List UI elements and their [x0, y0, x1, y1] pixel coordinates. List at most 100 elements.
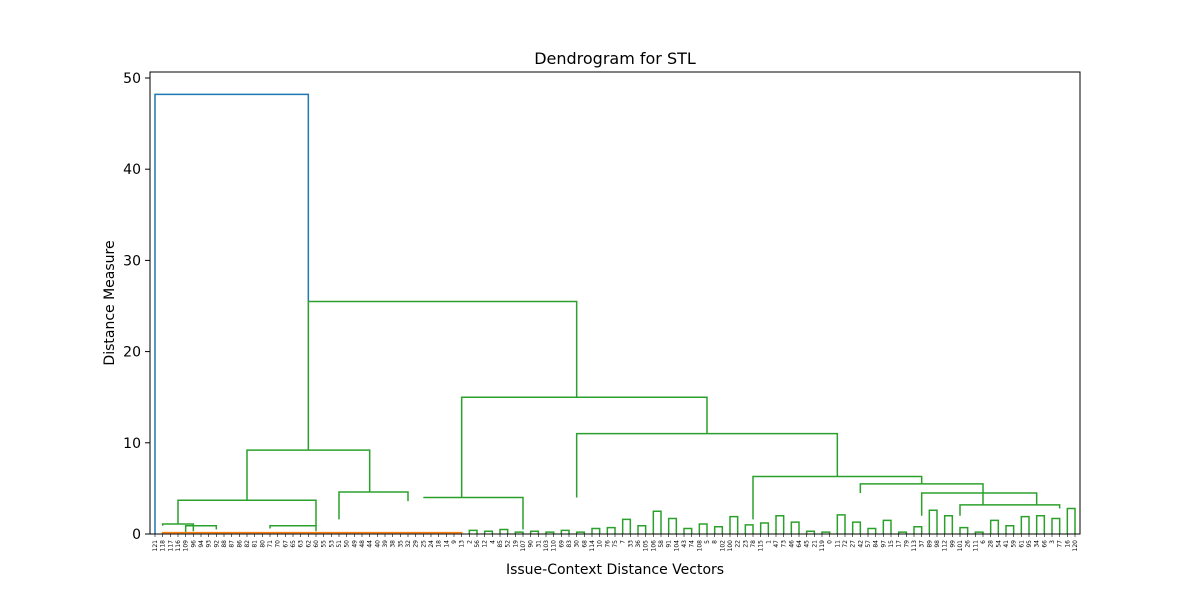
leaf-label: 5 [704, 540, 711, 544]
leaf-label: 46 [788, 540, 795, 548]
dendrogram-link [637, 525, 647, 534]
dendrogram-link [867, 527, 877, 534]
leaf-label: 43 [681, 540, 688, 548]
leaf-label: 91 [666, 540, 673, 548]
dendrogram-link [943, 515, 954, 534]
leaf-label: 106 [650, 540, 657, 552]
dendrogram-link [1035, 515, 1046, 534]
leaf-label: 103 [543, 540, 550, 552]
leaf-label: 56 [474, 540, 481, 548]
leaf-label: 74 [689, 540, 696, 548]
leaf-label: 79 [903, 540, 910, 548]
leaf-label: 49 [351, 540, 358, 548]
leaf-label: 64 [796, 540, 803, 548]
dendrogram-link [514, 531, 524, 534]
dendrogram-link [338, 491, 409, 520]
leaf-label: 116 [175, 540, 182, 552]
leaf-label: 121 [152, 540, 159, 552]
leaf-label: 22 [735, 540, 742, 548]
leaf-label: 7 [620, 540, 627, 544]
dendrogram-link [529, 530, 540, 534]
dendrogram-link [752, 475, 923, 520]
leaf-label: 13 [459, 540, 466, 548]
leaf-label: 30 [574, 540, 581, 548]
leaf-label: 60 [313, 540, 320, 548]
leaf-label: 90 [528, 540, 535, 548]
y-tick-label: 30 [123, 253, 141, 269]
dendrogram-link [974, 531, 984, 534]
leaf-label: 95 [1026, 540, 1033, 548]
leaf-label: 51 [336, 540, 343, 548]
dendrogram-link [575, 531, 586, 534]
leaf-label: 59 [1011, 540, 1018, 548]
leaf-label: 14 [443, 540, 450, 548]
dendrogram-link [177, 499, 317, 526]
leaf-label: 63 [298, 540, 305, 548]
dendrogram-link [713, 525, 724, 534]
dendrogram-link [698, 523, 708, 534]
leaf-label: 24 [428, 540, 435, 548]
leaf-label: 41 [1003, 540, 1010, 548]
dendrogram-link [575, 432, 839, 498]
leaf-label: 92 [213, 540, 220, 548]
leaf-label: 110 [551, 540, 558, 552]
leaf-label: 113 [911, 540, 918, 552]
dendrogram-link [959, 504, 1061, 516]
leaf-label: 37 [919, 540, 926, 548]
leaf-label: 97 [880, 540, 887, 548]
x-axis-label: Issue-Context Distance Vectors [506, 562, 724, 578]
dendrogram-link [307, 300, 578, 451]
leaf-label: 62 [305, 540, 312, 548]
y-tick-label: 20 [123, 345, 141, 361]
leaf-label: 26 [965, 540, 972, 548]
leaf-label: 107 [520, 540, 527, 552]
leaf-label: 54 [995, 540, 1002, 548]
leaf-label: 112 [942, 540, 949, 552]
leaf-label: 8 [712, 540, 719, 544]
leaf-label: 57 [865, 540, 872, 548]
leaf-label: 77 [1057, 540, 1064, 548]
leaf-label: 94 [198, 540, 205, 548]
leaf-label: 21 [811, 540, 818, 548]
leaf-label: 119 [819, 540, 826, 552]
leaf-label: 27 [850, 540, 857, 548]
leaf-label: 71 [267, 540, 274, 548]
dendrogram-link [821, 531, 831, 534]
leaf-label: 88 [221, 540, 228, 548]
leaf-label: 111 [972, 540, 979, 552]
leaf-label: 85 [497, 540, 504, 548]
leaf-label: 96 [190, 540, 197, 548]
dendrogram-link [184, 525, 218, 533]
leaf-label: 98 [934, 540, 941, 548]
leaf-label: 67 [282, 540, 289, 548]
leaf-label: 84 [873, 540, 880, 548]
y-tick-label: 10 [123, 436, 141, 452]
leaf-label: 73 [781, 540, 788, 548]
leaf-label: 78 [750, 540, 757, 548]
y-tick-label: 40 [123, 162, 141, 178]
dendrogram-link [652, 510, 662, 534]
dendrogram-link [483, 530, 494, 534]
leaf-label: 69 [558, 540, 565, 548]
dendrogram-link [460, 396, 708, 498]
leaf-label: 93 [206, 540, 213, 548]
leaf-label: 80 [259, 540, 266, 548]
dendrogram-link [920, 492, 1038, 516]
leaf-label: 87 [229, 540, 236, 548]
leaf-label: 28 [988, 540, 995, 548]
leaf-label: 4 [489, 540, 496, 544]
leaf-label: 66 [1041, 540, 1048, 548]
leaf-label: 9 [451, 540, 458, 544]
leaf-label: 76 [604, 540, 611, 548]
dendrogram-link [1020, 515, 1030, 534]
dendrogram-link [928, 509, 938, 534]
leaf-label: 104 [673, 540, 680, 552]
leaf-label: 44 [367, 540, 374, 548]
leaf-label: 100 [727, 540, 734, 552]
leaf-label: 115 [758, 540, 765, 552]
leaf-label: 47 [773, 540, 780, 548]
leaf-label: 102 [719, 540, 726, 552]
leaf-label: 53 [328, 540, 335, 548]
leaf-label: 15 [888, 540, 895, 548]
